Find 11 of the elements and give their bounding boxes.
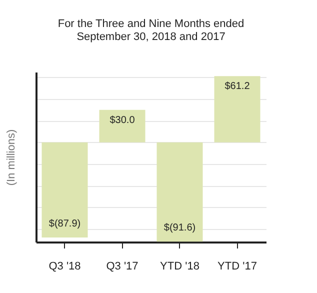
data-label: $30.0 [110, 114, 136, 126]
text: September 30, 2018 and 2017 [76, 31, 226, 43]
y-axis-title: (In millions) [6, 129, 18, 186]
text: For the Three and Nine Months ended [58, 18, 244, 30]
x-tick-label: YTD '18 [160, 260, 200, 272]
x-tick-label: Q3 '18 [48, 260, 81, 272]
x-tick-label: YTD '17 [218, 260, 257, 272]
data-label: $(91.6) [164, 222, 196, 234]
x-tick-label: Q3 '17 [106, 260, 138, 272]
data-label: $61.2 [224, 81, 250, 92]
data-label: $(87.9) [48, 218, 81, 230]
